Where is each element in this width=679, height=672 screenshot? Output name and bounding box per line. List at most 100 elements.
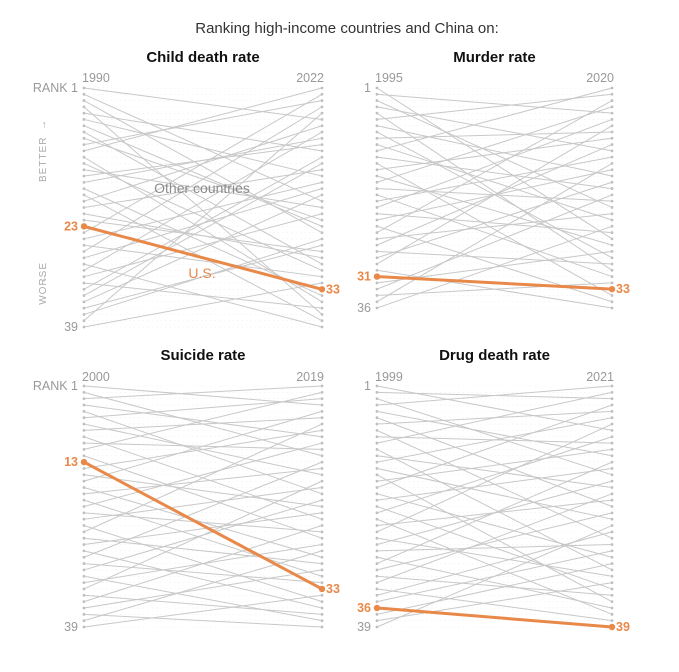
- figure-title: Ranking high-income countries and China …: [195, 20, 499, 37]
- other-country-line: [376, 404, 613, 488]
- rank-dot-start: [82, 237, 86, 241]
- other-country-line: [83, 423, 323, 533]
- us-end-rank-label: 39: [616, 620, 630, 634]
- other-country-line: [83, 512, 323, 546]
- rank-top-label: 1: [364, 379, 371, 393]
- other-country-line: [83, 512, 323, 533]
- other-country-line: [83, 131, 323, 271]
- rank-dot-start: [375, 536, 379, 540]
- other-country-line: [83, 594, 323, 615]
- other-country-line: [376, 87, 613, 152]
- other-country-line: [376, 125, 613, 177]
- rank-dot-start: [375, 136, 379, 140]
- start-year-label: 1999: [375, 370, 403, 384]
- rank-dot-end: [610, 549, 614, 553]
- rank-bottom-label: 39: [64, 620, 78, 634]
- rank-dot-end: [610, 231, 614, 234]
- us-start-dot: [80, 223, 88, 230]
- end-year-label: 2019: [296, 370, 324, 384]
- other-country-line: [376, 162, 613, 296]
- other-country-line: [376, 436, 613, 514]
- other-country-line: [376, 106, 613, 183]
- rank-dot-start: [82, 593, 86, 597]
- better-arrow-icon: →: [38, 119, 49, 130]
- other-country-line: [83, 417, 323, 431]
- panel-drug-death-rate: Drug death rate 1999 2021 1 39 36 39: [357, 347, 630, 634]
- other-country-line: [83, 385, 323, 400]
- other-country-line: [376, 213, 613, 234]
- panel-suicide-rate: Suicide rate 2000 2019 RANK 1 39 13 33: [33, 347, 340, 634]
- rank-top-label: 1: [364, 81, 371, 95]
- other-country-line: [83, 282, 323, 328]
- other-country-line: [376, 423, 613, 533]
- other-country-line: [376, 455, 613, 488]
- other-country-line: [83, 213, 323, 259]
- us-end-dot: [608, 623, 616, 631]
- end-year-label: 2021: [586, 370, 614, 384]
- other-country-line: [376, 194, 613, 290]
- other-country-line: [83, 238, 323, 315]
- rank-dot-start: [82, 536, 86, 540]
- other-country-line: [83, 537, 323, 565]
- other-country-line: [376, 448, 613, 571]
- us-start-rank-label: 23: [64, 219, 78, 233]
- other-country-line: [83, 474, 323, 507]
- other-country-line: [376, 118, 613, 208]
- worse-arrow-icon: ←: [38, 272, 49, 283]
- other-country-line: [83, 163, 323, 271]
- start-year-label: 2000: [82, 370, 110, 384]
- other-country-line: [376, 588, 613, 622]
- rank-bottom-label: 39: [357, 620, 371, 634]
- start-year-label: 1990: [82, 71, 110, 85]
- rank-dot-start: [82, 143, 86, 147]
- other-country-line: [83, 144, 323, 177]
- other-country-line: [376, 461, 613, 565]
- other-country-line: [83, 550, 323, 622]
- other-country-line: [376, 563, 613, 615]
- other-country-line: [376, 144, 613, 221]
- us-start-rank-label: 31: [357, 270, 371, 284]
- other-country-line: [376, 467, 613, 520]
- other-country-line: [83, 467, 323, 495]
- rank-dot-end: [320, 568, 324, 572]
- end-year-label: 2022: [296, 71, 324, 85]
- better-label: BETTER: [38, 137, 49, 182]
- other-country-line: [376, 518, 613, 615]
- us-end-dot: [318, 286, 326, 293]
- other-country-line: [376, 391, 613, 444]
- us-start-dot: [373, 273, 381, 280]
- worse-label: WORSE: [38, 262, 49, 305]
- rank-dot-end: [320, 593, 324, 597]
- other-countries-annotation: Other countries: [154, 180, 250, 196]
- other-country-line: [83, 125, 323, 202]
- other-country-line: [376, 194, 613, 278]
- other-country-line: [83, 569, 323, 609]
- other-country-line: [376, 93, 613, 114]
- us-annotation: U.S.: [188, 265, 215, 281]
- other-country-line: [376, 512, 613, 571]
- panel-murder-rate: Murder rate 1995 2020 1 36 31 33: [357, 49, 630, 315]
- rank-dot-end: [320, 149, 324, 153]
- other-country-line: [376, 156, 613, 190]
- other-country-line: [83, 169, 323, 208]
- other-country-line: [376, 582, 613, 622]
- other-country-line: [376, 410, 613, 457]
- other-country-line: [83, 263, 323, 328]
- other-country-line: [83, 391, 323, 450]
- other-country-line: [83, 100, 323, 146]
- other-country-line: [83, 213, 323, 278]
- other-country-line: [83, 613, 323, 628]
- other-country-line: [376, 398, 613, 476]
- other-country-line: [83, 181, 323, 240]
- rank-top-label: RANK 1: [33, 81, 78, 95]
- us-end-rank-label: 33: [326, 282, 340, 296]
- rank-dot-end: [610, 562, 614, 565]
- other-country-line: [376, 467, 613, 501]
- other-country-line: [376, 213, 613, 240]
- other-country-line: [83, 163, 323, 296]
- panel-title: Suicide rate: [160, 347, 245, 364]
- other-country-line: [83, 106, 323, 252]
- other-country-line: [83, 594, 323, 628]
- other-country-line: [83, 429, 323, 469]
